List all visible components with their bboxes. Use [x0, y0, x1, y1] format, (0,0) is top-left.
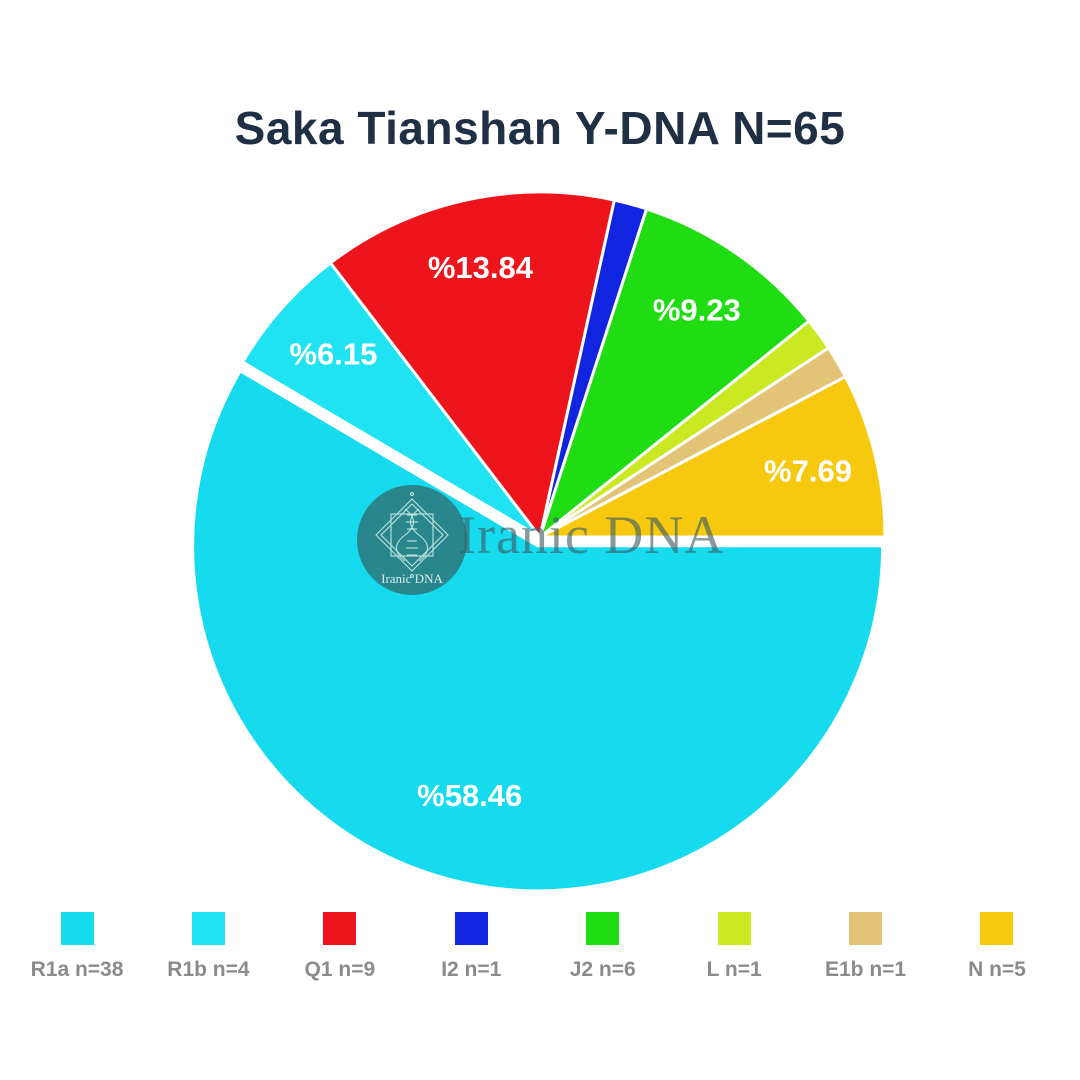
legend-color-swatch-icon: [717, 912, 751, 945]
watermark-logo: Iranic DNA: [357, 485, 467, 595]
chart-title: Saka Tianshan Y-DNA N=65: [234, 101, 846, 154]
legend-label: J2 n=6: [569, 958, 636, 981]
logo-dot-icon: [410, 492, 414, 496]
legend-label: N n=5: [968, 958, 1026, 981]
legend-label: R1b n=4: [167, 958, 250, 981]
legend-label: I2 n=1: [441, 958, 502, 981]
legend-item-n: N n=5: [936, 912, 1058, 982]
slice-label-r1b: %6.15: [289, 337, 377, 372]
watermark-text: Iranic DNA: [458, 505, 725, 565]
legend-item-r1a: R1a n=38: [16, 912, 138, 982]
legend-color-swatch-icon: [191, 912, 225, 945]
legend-item-q1: Q1 n=9: [279, 912, 401, 982]
logo-dot-icon: [410, 574, 414, 578]
legend: R1a n=38 R1b n=4 Q1 n=9 I2 n=1 J2 n=6 L n=1 E1…: [16, 912, 1058, 982]
pie-slice-q1: [328, 190, 617, 541]
slice-label-r1a: %58.46: [417, 778, 522, 813]
logo-circle-icon: [357, 485, 467, 595]
legend-label: Q1 n=9: [304, 958, 376, 981]
slice-label-q1: %13.84: [428, 250, 534, 285]
slice-label-j2: %9.23: [653, 292, 741, 327]
pie-slice-r1b: [240, 260, 542, 539]
legend-color-swatch-icon: [323, 912, 357, 945]
pie-slice-n: [539, 374, 887, 539]
pie-slice-j2: [537, 207, 812, 542]
legend-item-l: L n=1: [673, 912, 795, 982]
legend-color-swatch-icon: [980, 912, 1014, 945]
legend-item-e1b: E1b n=1: [805, 912, 927, 982]
legend-color-swatch-icon: [849, 912, 883, 945]
legend-color-swatch-icon: [60, 912, 94, 945]
logo-diamond-icon: [375, 498, 449, 572]
slice-label-n: %7.69: [764, 453, 852, 488]
legend-item-j2: J2 n=6: [542, 912, 664, 982]
dna-helix-icon: [395, 508, 429, 562]
legend-color-swatch-icon: [454, 912, 488, 945]
legend-color-swatch-icon: [586, 912, 620, 945]
legend-label: E1b n=1: [824, 958, 907, 981]
legend-label: R1a n=38: [30, 958, 124, 981]
legend-item-i2: I2 n=1: [410, 912, 532, 982]
legend-label: L n=1: [706, 958, 762, 981]
legend-item-r1b: R1b n=4: [147, 912, 269, 982]
logo-square-icon: [390, 513, 434, 557]
logo-wordmark: Iranic DNA: [381, 571, 443, 586]
pie-slice-r1a: [191, 368, 885, 893]
